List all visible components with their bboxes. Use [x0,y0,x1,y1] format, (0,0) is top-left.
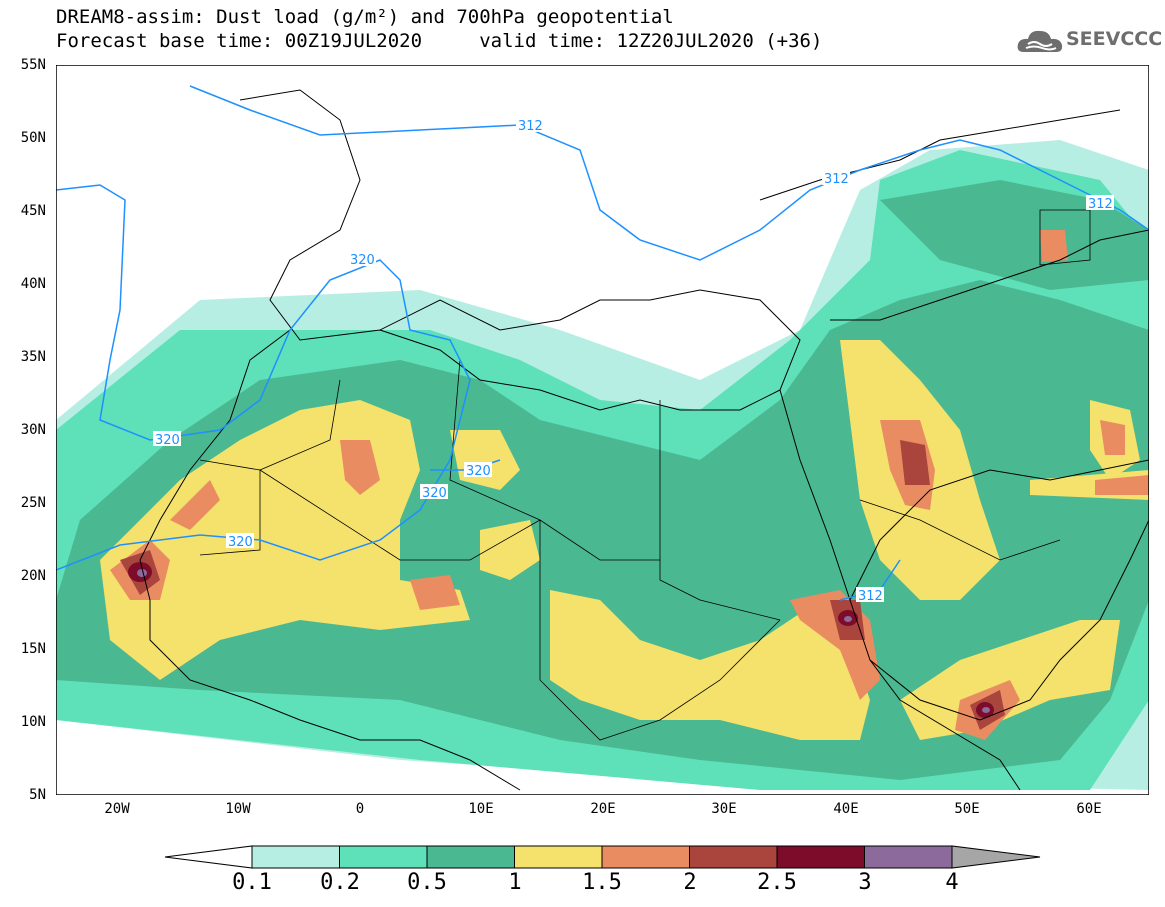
lon-label: 50E [954,801,980,817]
lon-label: 20W [104,801,130,817]
contour-label: 320 [350,253,375,268]
lon-label: 60E [1076,801,1102,817]
contour-label: 312 [858,589,883,604]
lat-label: 20N [20,568,46,584]
lat-label: 15N [20,641,46,657]
lat-label: 10N [20,714,46,730]
contour-label: 320 [155,433,180,448]
lon-label: 10W [225,801,251,817]
colorbar-label: 0.2 [320,870,360,895]
contour-label: 312 [518,119,543,134]
lon-label: 0 [355,801,365,817]
lat-label: 40N [20,276,46,292]
logo-text: SEEVCCC [1066,28,1163,50]
colorbar-label: 0.1 [232,870,272,895]
colorbar-label: 0.5 [407,870,447,895]
contour-label: 320 [466,464,491,479]
lon-label: 40E [833,801,859,817]
dust-field-2 [120,440,1005,730]
colorbar-label: 2.5 [757,870,797,895]
forecast-time: Forecast base time: 00Z19JUL2020 valid t… [56,30,823,52]
lat-label: 50N [20,130,46,146]
contour-label: 312 [824,172,849,187]
colorbar-label: 1 [508,870,522,895]
colorbar-label: 2 [683,870,697,895]
lat-label: 35N [20,349,46,365]
lat-label: 45N [20,203,46,219]
lat-label: 5N [29,787,46,803]
lon-label: 10E [468,801,494,817]
colorbar-label: 1.5 [582,870,622,895]
colorbar-label: 4 [945,870,959,895]
cloud-icon [1017,30,1063,52]
lat-label: 25N [20,495,46,511]
seevccc-logo: SEEVCCC [1016,26,1162,56]
contour-label: 312 [1088,197,1113,212]
lat-label: 55N [20,57,46,73]
contour-label: 320 [228,535,253,550]
country-borders [199,209,1091,741]
colorbar-label: 3 [858,870,872,895]
lat-label: 30N [20,422,46,438]
lon-label: 30E [711,801,737,817]
contour-label: 320 [422,486,447,501]
map-title: DREAM8-assim: Dust load (g/m²) and 700hP… [56,6,674,28]
dust-field-3 [137,569,990,713]
lon-label: 20E [590,801,616,817]
